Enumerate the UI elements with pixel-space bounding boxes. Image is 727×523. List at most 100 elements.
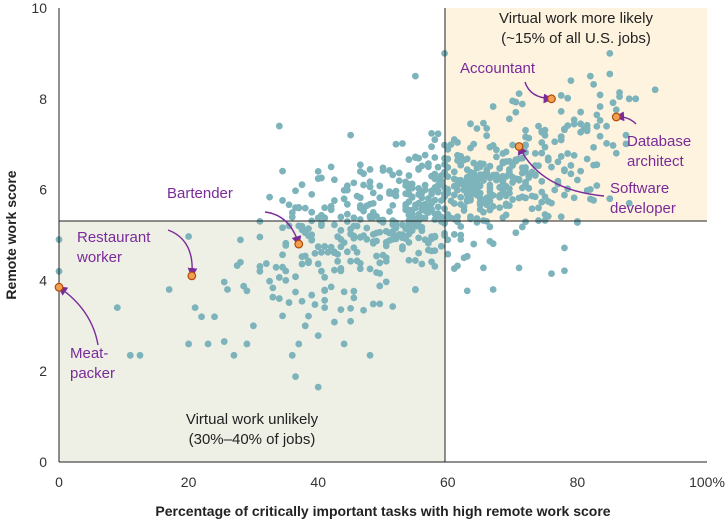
- data-point: [379, 251, 387, 259]
- data-point: [279, 263, 286, 271]
- data-point: [386, 229, 393, 237]
- data-point: [564, 94, 572, 102]
- data-point: [612, 106, 620, 114]
- data-point: [340, 186, 348, 194]
- data-point: [399, 140, 406, 147]
- data-point: [415, 154, 423, 162]
- highlighted-point: [514, 142, 524, 151]
- data-point: [334, 257, 342, 265]
- data-point: [237, 236, 244, 244]
- data-point: [275, 274, 283, 281]
- data-point: [337, 267, 345, 275]
- data-point: [603, 139, 610, 147]
- data-point: [266, 277, 273, 285]
- data-point: [567, 170, 575, 178]
- data-point: [421, 186, 429, 194]
- data-point: [285, 201, 293, 209]
- data-point: [486, 181, 494, 189]
- data-point: [327, 283, 335, 291]
- data-point: [535, 204, 542, 212]
- data-point: [356, 216, 364, 223]
- data-point: [554, 158, 562, 166]
- data-point: [522, 133, 529, 141]
- data-point: [473, 125, 481, 132]
- annotation-label: Restaurant: [77, 229, 151, 246]
- data-point: [574, 219, 581, 226]
- data-point: [567, 162, 575, 169]
- data-point: [279, 197, 286, 204]
- data-point: [113, 304, 121, 312]
- data-point: [295, 340, 303, 348]
- data-point: [308, 208, 316, 216]
- data-point: [570, 151, 578, 159]
- data-point: [531, 171, 539, 179]
- data-point: [625, 199, 633, 207]
- data-point: [402, 178, 410, 186]
- data-point: [262, 260, 270, 267]
- data-point: [340, 195, 348, 203]
- data-point: [311, 301, 319, 308]
- data-point: [250, 322, 257, 330]
- data-point: [415, 184, 423, 192]
- data-point: [590, 161, 597, 169]
- data-point: [366, 166, 374, 173]
- data-point: [321, 296, 329, 304]
- data-point: [282, 242, 290, 249]
- data-point: [298, 260, 306, 268]
- data-point: [327, 243, 335, 251]
- data-point: [220, 338, 228, 345]
- data-point: [476, 163, 484, 171]
- data-point: [292, 288, 299, 296]
- data-point: [418, 260, 426, 268]
- data-point: [292, 187, 299, 195]
- data-point: [337, 226, 345, 234]
- data-point: [331, 176, 338, 184]
- data-point: [343, 248, 351, 256]
- data-point: [185, 340, 193, 348]
- data-point: [288, 351, 296, 359]
- data-point: [347, 131, 354, 139]
- x-tick-label: 40: [310, 474, 326, 490]
- annotation-arrow: [57, 286, 99, 346]
- data-point: [360, 306, 367, 314]
- data-point: [366, 183, 374, 191]
- data-point: [651, 86, 659, 94]
- data-point: [314, 383, 322, 391]
- data-point: [412, 72, 419, 80]
- data-point: [522, 218, 529, 226]
- data-point: [233, 262, 241, 269]
- data-point: [434, 130, 442, 138]
- data-point: [583, 155, 591, 163]
- data-point: [392, 192, 400, 200]
- data-point: [483, 132, 491, 140]
- data-point: [509, 141, 516, 149]
- data-point: [266, 193, 273, 201]
- data-point: [412, 286, 419, 294]
- data-point: [314, 167, 322, 175]
- data-point: [596, 132, 604, 140]
- data-point: [136, 351, 144, 359]
- data-point: [541, 143, 549, 151]
- data-point: [515, 194, 523, 202]
- data-point: [256, 263, 264, 270]
- data-point: [518, 223, 526, 231]
- data-point: [447, 214, 455, 222]
- data-point: [590, 80, 597, 88]
- data-point: [298, 297, 306, 305]
- data-point: [548, 163, 555, 171]
- data-point: [431, 170, 439, 178]
- data-point: [515, 175, 523, 183]
- data-point: [165, 286, 173, 293]
- data-point: [434, 163, 442, 171]
- data-point: [353, 257, 361, 265]
- data-point: [272, 263, 280, 271]
- data-point: [279, 224, 286, 232]
- data-point: [428, 258, 435, 266]
- data-point: [522, 178, 529, 186]
- data-point: [444, 236, 452, 244]
- data-point: [450, 191, 458, 199]
- data-point: [415, 191, 423, 198]
- data-point: [331, 318, 338, 326]
- data-point: [405, 172, 413, 179]
- x-tick-label: 80: [570, 474, 586, 490]
